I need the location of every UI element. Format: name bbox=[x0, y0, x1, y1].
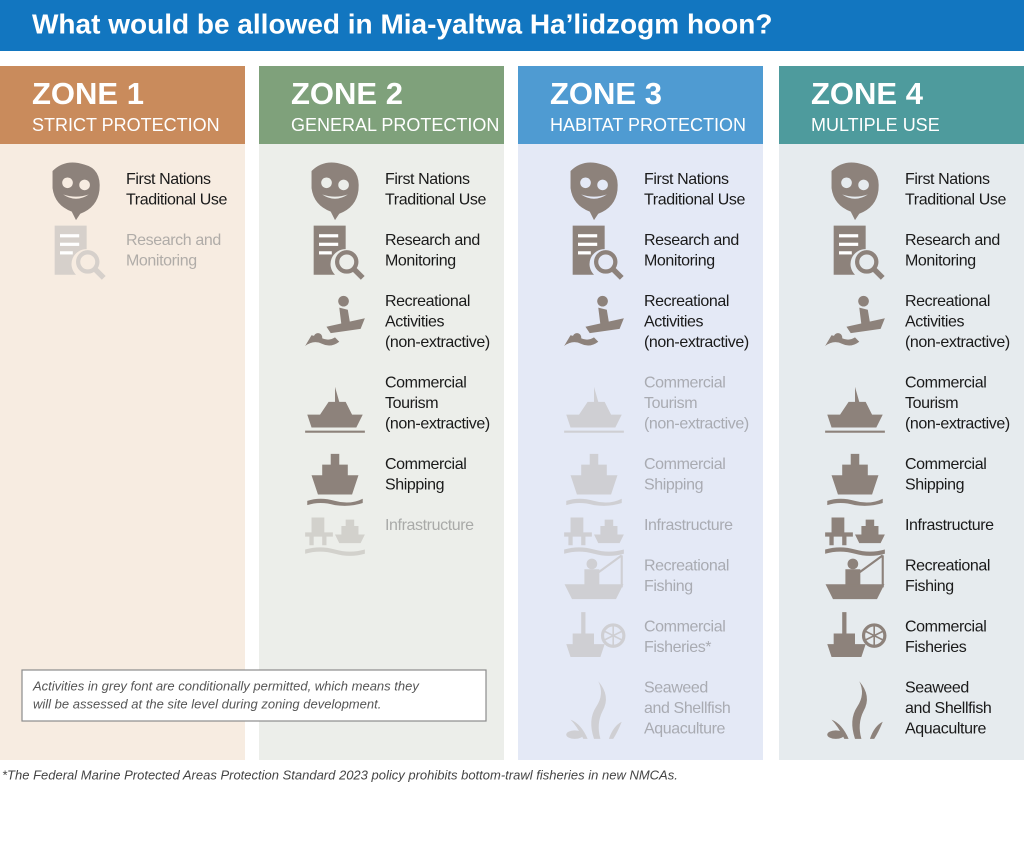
activity-label: Tourism bbox=[385, 395, 438, 412]
activity-label: Fishing bbox=[905, 578, 954, 595]
zone-subtitle: STRICT PROTECTION bbox=[32, 115, 220, 135]
activity-label: Seaweed bbox=[644, 680, 708, 697]
activity-label: Monitoring bbox=[905, 253, 976, 270]
activity-label: Traditional Use bbox=[644, 192, 746, 209]
activity-label: Monitoring bbox=[385, 253, 456, 270]
activity-label: First Nations bbox=[126, 171, 211, 188]
zone-header bbox=[518, 66, 763, 144]
activity-label: First Nations bbox=[385, 171, 470, 188]
activity-label: Tourism bbox=[905, 395, 958, 412]
zone-subtitle: MULTIPLE USE bbox=[811, 115, 940, 135]
activity-label: Commercial bbox=[905, 456, 986, 473]
activity-label: Tourism bbox=[644, 395, 697, 412]
activity-label: (non-extractive) bbox=[905, 334, 1010, 351]
activity-label: Shipping bbox=[644, 477, 703, 494]
activity-label: Activities bbox=[905, 314, 965, 331]
activity-label: (non-extractive) bbox=[644, 416, 749, 433]
title: What would be allowed in Mia-yaltwa Ha’l… bbox=[32, 8, 772, 39]
activity-label: Fisheries* bbox=[644, 639, 711, 656]
zone-body bbox=[259, 66, 504, 760]
activity-label: Fishing bbox=[644, 578, 693, 595]
activity-label: Activities bbox=[644, 314, 704, 331]
activity-label: Commercial bbox=[644, 456, 725, 473]
activity-label: Shipping bbox=[385, 477, 444, 494]
activity-label: Traditional Use bbox=[385, 192, 487, 209]
activity-label: Recreational bbox=[644, 558, 729, 575]
activity-label: Commercial bbox=[905, 619, 986, 636]
activity-label: (non-extractive) bbox=[385, 334, 490, 351]
title-bar bbox=[0, 0, 1024, 51]
activity-label: Activities bbox=[385, 314, 445, 331]
activity-label: First Nations bbox=[644, 171, 729, 188]
activity-label: Recreational bbox=[385, 293, 470, 310]
activity-label: Recreational bbox=[644, 293, 729, 310]
activity-label: Commercial bbox=[385, 375, 466, 392]
activity-label: (non-extractive) bbox=[905, 416, 1010, 433]
activity-label: Infrastructure bbox=[644, 517, 733, 534]
activity-label: (non-extractive) bbox=[644, 334, 749, 351]
activity-label: Shipping bbox=[905, 477, 964, 494]
zone-body bbox=[0, 66, 245, 760]
zone-name: ZONE 2 bbox=[291, 76, 403, 111]
zones: ZONE 1 STRICT PROTECTION First Nations Trad… bbox=[0, 66, 1024, 760]
activity-label: Infrastructure bbox=[385, 517, 474, 534]
note-line: will be assessed at the site level durin… bbox=[33, 696, 381, 711]
activity-label: and Shellfish bbox=[644, 700, 730, 717]
activity-label: First Nations bbox=[905, 171, 990, 188]
zone-body bbox=[779, 66, 1024, 760]
zone-name: ZONE 1 bbox=[32, 76, 144, 111]
note-box bbox=[21, 669, 487, 722]
activity-label: Commercial bbox=[644, 375, 725, 392]
activity-label: Monitoring bbox=[126, 253, 197, 270]
activity-label: Research and bbox=[126, 232, 221, 249]
zone-subtitle: GENERAL PROTECTION bbox=[291, 115, 499, 135]
activity-label: Seaweed bbox=[905, 680, 969, 697]
activity-label: Commercial bbox=[644, 619, 725, 636]
activity-label: Research and bbox=[905, 232, 1000, 249]
footnote: *The Federal Marine Protected Areas Prot… bbox=[2, 767, 678, 782]
zone-subtitle: HABITAT PROTECTION bbox=[550, 115, 746, 135]
zone-body bbox=[518, 66, 763, 760]
activity-label: Research and bbox=[385, 232, 480, 249]
zone-header bbox=[779, 66, 1024, 144]
zone-header bbox=[0, 66, 245, 144]
activity-label: Traditional Use bbox=[126, 192, 228, 209]
activity-label: Recreational bbox=[905, 558, 990, 575]
activity-label: Traditional Use bbox=[905, 192, 1007, 209]
activity-label: Fisheries bbox=[905, 639, 967, 656]
activity-label: Commercial bbox=[385, 456, 466, 473]
activity-label: Aquaculture bbox=[905, 721, 986, 738]
activity-label: Monitoring bbox=[644, 253, 715, 270]
activity-label: Recreational bbox=[905, 293, 990, 310]
zone-header bbox=[259, 66, 504, 144]
activity-label: Research and bbox=[644, 232, 739, 249]
zone-name: ZONE 3 bbox=[550, 76, 662, 111]
activity-label: (non-extractive) bbox=[385, 416, 490, 433]
activity-label: Commercial bbox=[905, 375, 986, 392]
activity-label: Infrastructure bbox=[905, 517, 994, 534]
note-line: Activities in grey font are conditionall… bbox=[32, 678, 420, 693]
activity-label: Aquaculture bbox=[644, 721, 725, 738]
activity-label: and Shellfish bbox=[905, 700, 991, 717]
zone-name: ZONE 4 bbox=[811, 76, 924, 111]
